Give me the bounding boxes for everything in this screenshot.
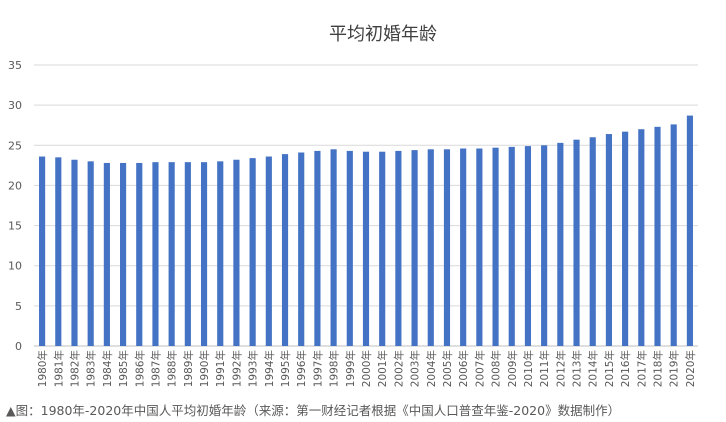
x-tick-label: 1995年 <box>279 350 292 387</box>
bar <box>605 134 612 346</box>
x-tick-label: 1989年 <box>182 350 195 387</box>
x-tick-label: 1992年 <box>230 350 243 387</box>
bar <box>557 142 564 346</box>
bar <box>233 159 240 346</box>
x-tick-label: 1994年 <box>263 350 276 387</box>
x-tick-label: 2017年 <box>635 350 648 387</box>
figure-caption: ▲图：1980年-2020年中国人平均初婚年龄（来源：第一财经记者根据《中国人口… <box>6 403 621 418</box>
x-tick-label: 1996年 <box>295 350 308 387</box>
bar <box>541 145 548 346</box>
x-tick-label: 2014年 <box>587 350 600 387</box>
x-tick-label: 1991年 <box>214 350 227 387</box>
x-tick-label: 2016年 <box>619 350 632 387</box>
x-tick-label: 2003年 <box>409 350 422 387</box>
bar <box>654 126 661 346</box>
x-tick-label: 2009年 <box>506 350 519 387</box>
x-tick-label: 1984年 <box>101 350 114 387</box>
x-tick-label: 2010年 <box>522 350 535 387</box>
bar <box>362 151 370 346</box>
y-tick-label: 10 <box>8 260 22 273</box>
bar <box>265 156 272 346</box>
chart-area: 平均初婚年龄 0 5 10 15 20 25 30 35 1980年 1981年 1982年 198… <box>8 24 698 387</box>
x-axis-tick-labels: 1980年 1981年 1982年 1983年 1984年 1985年 1986年 1987年… <box>36 350 697 387</box>
chart-title: 平均初婚年龄 <box>329 24 437 45</box>
y-tick-label: 25 <box>8 139 22 152</box>
x-tick-label: 1986年 <box>133 350 146 387</box>
bar <box>686 115 693 346</box>
bar <box>508 146 515 346</box>
x-tick-label: 1985年 <box>117 350 130 387</box>
bar <box>314 150 321 346</box>
y-tick-label: 20 <box>8 179 22 192</box>
bar <box>330 149 337 346</box>
bar <box>298 152 305 346</box>
bar <box>670 124 677 346</box>
bar <box>120 162 127 346</box>
bar <box>573 139 580 346</box>
x-tick-label: 2002年 <box>392 350 405 387</box>
bar <box>87 161 94 346</box>
y-tick-label: 0 <box>15 340 22 353</box>
x-tick-label: 2019年 <box>668 350 681 387</box>
x-tick-label: 2007年 <box>473 350 486 387</box>
x-tick-label: 1999年 <box>344 350 357 387</box>
bar <box>39 156 46 346</box>
y-tick-label: 35 <box>8 59 22 72</box>
y-tick-label: 30 <box>8 99 22 112</box>
x-tick-label: 1990年 <box>198 350 211 387</box>
bar <box>249 158 256 346</box>
x-tick-label: 2013年 <box>571 350 584 387</box>
x-tick-label: 2000年 <box>360 350 373 387</box>
bar <box>622 131 629 346</box>
x-tick-label: 2015年 <box>603 350 616 387</box>
bar <box>136 162 143 346</box>
bar <box>281 154 289 346</box>
x-tick-label: 1981年 <box>52 350 65 387</box>
bar <box>411 150 418 346</box>
bars <box>39 115 693 346</box>
x-tick-label: 2011年 <box>538 350 551 387</box>
bar <box>71 159 78 346</box>
bar <box>152 162 159 346</box>
x-tick-label: 2004年 <box>425 350 438 387</box>
y-tick-label: 5 <box>15 300 22 313</box>
x-tick-label: 2020年 <box>684 350 697 387</box>
bar <box>379 151 386 346</box>
x-tick-label: 2005年 <box>441 350 454 387</box>
bar <box>217 161 224 346</box>
x-tick-label: 1983年 <box>85 350 98 387</box>
bar <box>589 137 596 346</box>
x-tick-label: 2012年 <box>554 350 567 387</box>
x-tick-label: 1993年 <box>247 350 260 387</box>
bar <box>103 162 110 346</box>
bar <box>200 162 208 346</box>
bar <box>524 146 532 346</box>
bar <box>184 162 191 346</box>
y-axis-tick-labels: 0 5 10 15 20 25 30 35 <box>8 59 22 353</box>
bar <box>55 157 62 346</box>
bar <box>492 147 499 346</box>
x-tick-label: 1997年 <box>311 350 324 387</box>
bar <box>443 149 451 346</box>
x-tick-label: 1987年 <box>149 350 162 387</box>
bar-chart: 0 5 10 15 20 25 30 35 1980年 1981年 1982年 1983年 1984年… <box>8 59 698 387</box>
x-tick-label: 1982年 <box>68 350 81 387</box>
y-tick-label: 15 <box>8 220 22 233</box>
x-tick-label: 2006年 <box>457 350 470 387</box>
bar <box>638 129 645 346</box>
bar <box>346 150 353 346</box>
x-tick-label: 2018年 <box>652 350 665 387</box>
x-tick-label: 1980年 <box>36 350 49 387</box>
x-tick-label: 2008年 <box>490 350 503 387</box>
x-tick-label: 2001年 <box>376 350 389 387</box>
bar <box>460 148 467 346</box>
bar <box>476 148 483 346</box>
bar <box>395 150 402 346</box>
x-tick-label: 1988年 <box>166 350 179 387</box>
bar <box>168 162 175 346</box>
bar <box>427 149 434 346</box>
x-tick-label: 1998年 <box>328 350 341 387</box>
